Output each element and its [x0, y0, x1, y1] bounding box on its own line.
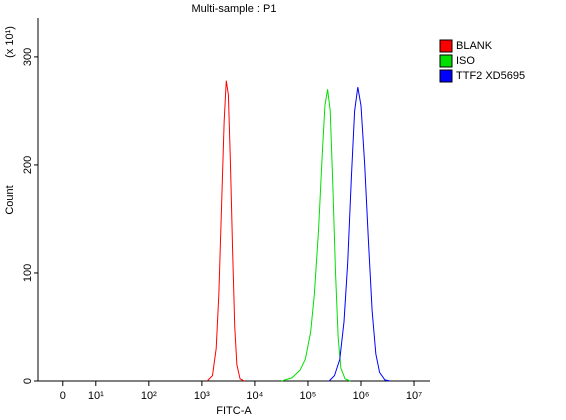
legend-swatch	[439, 39, 453, 53]
series-line	[328, 87, 391, 382]
chart-title: Multi-sample : P1	[192, 3, 277, 15]
x-tick-label: 10⁴	[246, 390, 263, 402]
series-line	[281, 89, 351, 382]
legend-label: TTF2 XD5695	[456, 70, 525, 82]
x-tick-label: 10⁷	[406, 390, 422, 402]
y-tick-label: 100	[22, 264, 34, 282]
x-tick-label: 10⁶	[353, 390, 370, 402]
x-tick-label: 10²	[141, 390, 157, 402]
y-multiplier: (x 10¹)	[4, 26, 16, 58]
y-tick-label: 300	[22, 48, 34, 66]
x-tick-label: 0	[60, 390, 66, 402]
x-axis-label: FITC-A	[216, 405, 252, 417]
series-line	[206, 80, 245, 382]
legend-swatch	[439, 69, 453, 83]
legend-label: BLANK	[456, 40, 493, 52]
x-tick-label: 10¹	[88, 390, 104, 402]
legend-swatch	[439, 54, 453, 68]
x-tick-label: 10⁵	[300, 390, 317, 402]
x-tick-label: 10³	[194, 390, 210, 402]
legend-label: ISO	[456, 55, 475, 67]
y-tick-label: 200	[22, 156, 34, 174]
y-axis-label: Count	[4, 185, 16, 214]
y-tick-label: 0	[22, 378, 34, 384]
